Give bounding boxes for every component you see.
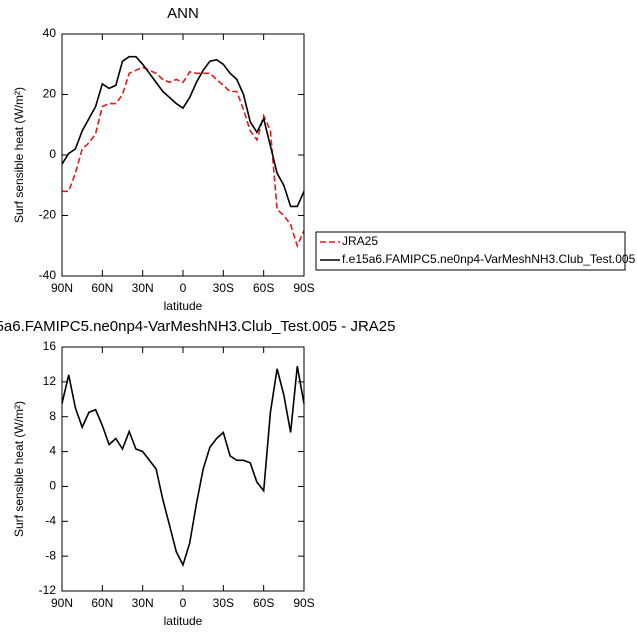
data-line [61, 366, 305, 568]
y-tick-label: -8 [45, 548, 56, 562]
y-tick-label: -20 [39, 208, 57, 222]
y-tick-label: -12 [39, 583, 57, 597]
x-tick-label: 60S [253, 596, 274, 610]
x-tick-label: 0 [180, 281, 187, 295]
x-tick-label: 60N [91, 596, 113, 610]
y-tick-label: 0 [49, 479, 56, 493]
chart-title: f.e15a6.FAMIPC5.ne0np4-VarMeshNH3.Club_T… [0, 318, 395, 335]
y-axis-label: Surf sensible heat (W/m²) [12, 87, 26, 223]
y-tick-label: -40 [39, 268, 57, 282]
x-tick-label: 30S [213, 281, 234, 295]
y-tick-label: -4 [45, 513, 56, 527]
x-tick-label: 30N [132, 281, 154, 295]
data-line [61, 55, 305, 208]
plot-frame [61, 346, 305, 592]
y-tick-label: 16 [43, 339, 57, 353]
x-tick-label: 0 [180, 596, 187, 610]
y-tick-label: 40 [43, 26, 57, 40]
x-axis-label: latitude [164, 299, 203, 313]
y-tick-label: 8 [49, 409, 56, 423]
x-tick-label: 30N [132, 596, 154, 610]
x-tick-label: 60N [91, 281, 113, 295]
chart-title: ANN [167, 5, 199, 22]
y-tick-label: 0 [49, 147, 56, 161]
legend-box [315, 231, 626, 271]
legend-label: f.e15a6.FAMIPC5.ne0np4-VarMeshNH3.Club_T… [342, 252, 636, 266]
x-axis-label: latitude [164, 614, 203, 628]
y-tick-label: 4 [49, 444, 56, 458]
x-tick-label: 30S [213, 596, 234, 610]
x-tick-label: 90N [51, 596, 73, 610]
x-tick-label: 90N [51, 281, 73, 295]
data-line [62, 66, 305, 249]
y-tick-label: 20 [43, 87, 57, 101]
y-axis-label: Surf sensible heat (W/m²) [12, 401, 26, 537]
legend-label: JRA25 [342, 234, 378, 248]
x-tick-label: 90S [293, 281, 314, 295]
x-tick-label: 90S [293, 596, 314, 610]
x-tick-label: 60S [253, 281, 274, 295]
plot-frame [61, 33, 305, 277]
y-tick-label: 12 [43, 374, 57, 388]
